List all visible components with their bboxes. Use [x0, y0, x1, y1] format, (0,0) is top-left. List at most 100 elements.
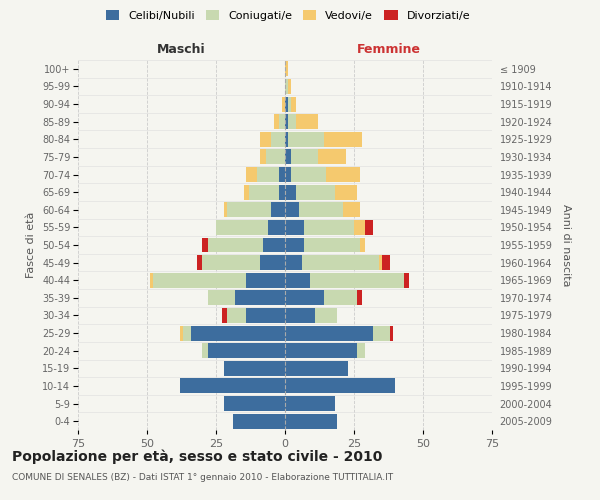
- Bar: [290, 150, 318, 164]
- Bar: [296, 114, 318, 129]
- Bar: [326, 167, 359, 182]
- Bar: [271, 202, 285, 218]
- Bar: [274, 114, 280, 129]
- Bar: [285, 62, 288, 76]
- Y-axis label: Fasce di età: Fasce di età: [26, 212, 37, 278]
- Bar: [268, 220, 285, 235]
- Bar: [285, 414, 337, 428]
- Bar: [357, 290, 362, 306]
- Bar: [224, 396, 285, 411]
- Bar: [260, 132, 271, 147]
- Bar: [285, 396, 335, 411]
- Bar: [296, 184, 335, 200]
- Bar: [285, 290, 323, 306]
- Bar: [227, 308, 247, 323]
- Bar: [290, 96, 296, 112]
- Bar: [152, 273, 247, 287]
- Bar: [285, 361, 349, 376]
- Bar: [266, 150, 285, 164]
- Bar: [227, 202, 271, 218]
- Bar: [285, 273, 310, 287]
- Bar: [365, 220, 373, 235]
- Bar: [233, 414, 285, 428]
- Bar: [390, 326, 392, 340]
- Text: Femmine: Femmine: [356, 44, 421, 57]
- Bar: [299, 202, 343, 218]
- Bar: [285, 238, 304, 252]
- Bar: [249, 184, 280, 200]
- Bar: [260, 150, 266, 164]
- Bar: [285, 184, 296, 200]
- Text: COMUNE DI SENALES (BZ) - Dati ISTAT 1° gennaio 2010 - Elaborazione TUTTITALIA.IT: COMUNE DI SENALES (BZ) - Dati ISTAT 1° g…: [12, 472, 393, 482]
- Bar: [202, 255, 260, 270]
- Bar: [247, 308, 285, 323]
- Bar: [379, 255, 382, 270]
- Bar: [310, 273, 404, 287]
- Bar: [280, 184, 285, 200]
- Bar: [359, 238, 365, 252]
- Bar: [290, 167, 326, 182]
- Bar: [354, 220, 365, 235]
- Bar: [285, 150, 290, 164]
- Bar: [285, 308, 316, 323]
- Bar: [224, 202, 227, 218]
- Bar: [180, 326, 183, 340]
- Bar: [285, 132, 288, 147]
- Bar: [285, 96, 288, 112]
- Bar: [197, 255, 202, 270]
- Bar: [288, 132, 323, 147]
- Bar: [285, 255, 302, 270]
- Bar: [304, 220, 354, 235]
- Bar: [191, 326, 285, 340]
- Bar: [208, 290, 235, 306]
- Bar: [247, 273, 285, 287]
- Bar: [150, 273, 152, 287]
- Bar: [285, 343, 357, 358]
- Bar: [224, 361, 285, 376]
- Bar: [318, 150, 346, 164]
- Bar: [382, 255, 390, 270]
- Bar: [260, 255, 285, 270]
- Bar: [288, 114, 296, 129]
- Bar: [357, 343, 365, 358]
- Bar: [323, 290, 357, 306]
- Bar: [288, 96, 290, 112]
- Bar: [271, 132, 285, 147]
- Bar: [282, 96, 285, 112]
- Bar: [280, 167, 285, 182]
- Bar: [323, 132, 362, 147]
- Bar: [335, 184, 357, 200]
- Bar: [302, 255, 379, 270]
- Bar: [285, 378, 395, 394]
- Y-axis label: Anni di nascita: Anni di nascita: [561, 204, 571, 286]
- Bar: [288, 79, 290, 94]
- Bar: [221, 308, 227, 323]
- Bar: [208, 238, 263, 252]
- Text: Popolazione per età, sesso e stato civile - 2010: Popolazione per età, sesso e stato civil…: [12, 450, 382, 464]
- Text: Maschi: Maschi: [157, 44, 206, 57]
- Bar: [263, 238, 285, 252]
- Bar: [404, 273, 409, 287]
- Bar: [373, 326, 390, 340]
- Bar: [285, 167, 290, 182]
- Bar: [257, 167, 280, 182]
- Bar: [183, 326, 191, 340]
- Bar: [244, 184, 249, 200]
- Bar: [247, 167, 257, 182]
- Bar: [285, 114, 288, 129]
- Bar: [180, 378, 285, 394]
- Bar: [304, 238, 359, 252]
- Bar: [208, 343, 285, 358]
- Bar: [202, 238, 208, 252]
- Bar: [285, 202, 299, 218]
- Bar: [285, 220, 304, 235]
- Bar: [280, 114, 285, 129]
- Bar: [285, 326, 373, 340]
- Bar: [202, 343, 208, 358]
- Bar: [285, 79, 288, 94]
- Bar: [316, 308, 337, 323]
- Legend: Celibi/Nubili, Coniugati/e, Vedovi/e, Divorziati/e: Celibi/Nubili, Coniugati/e, Vedovi/e, Di…: [101, 6, 475, 25]
- Bar: [235, 290, 285, 306]
- Bar: [343, 202, 359, 218]
- Bar: [216, 220, 268, 235]
